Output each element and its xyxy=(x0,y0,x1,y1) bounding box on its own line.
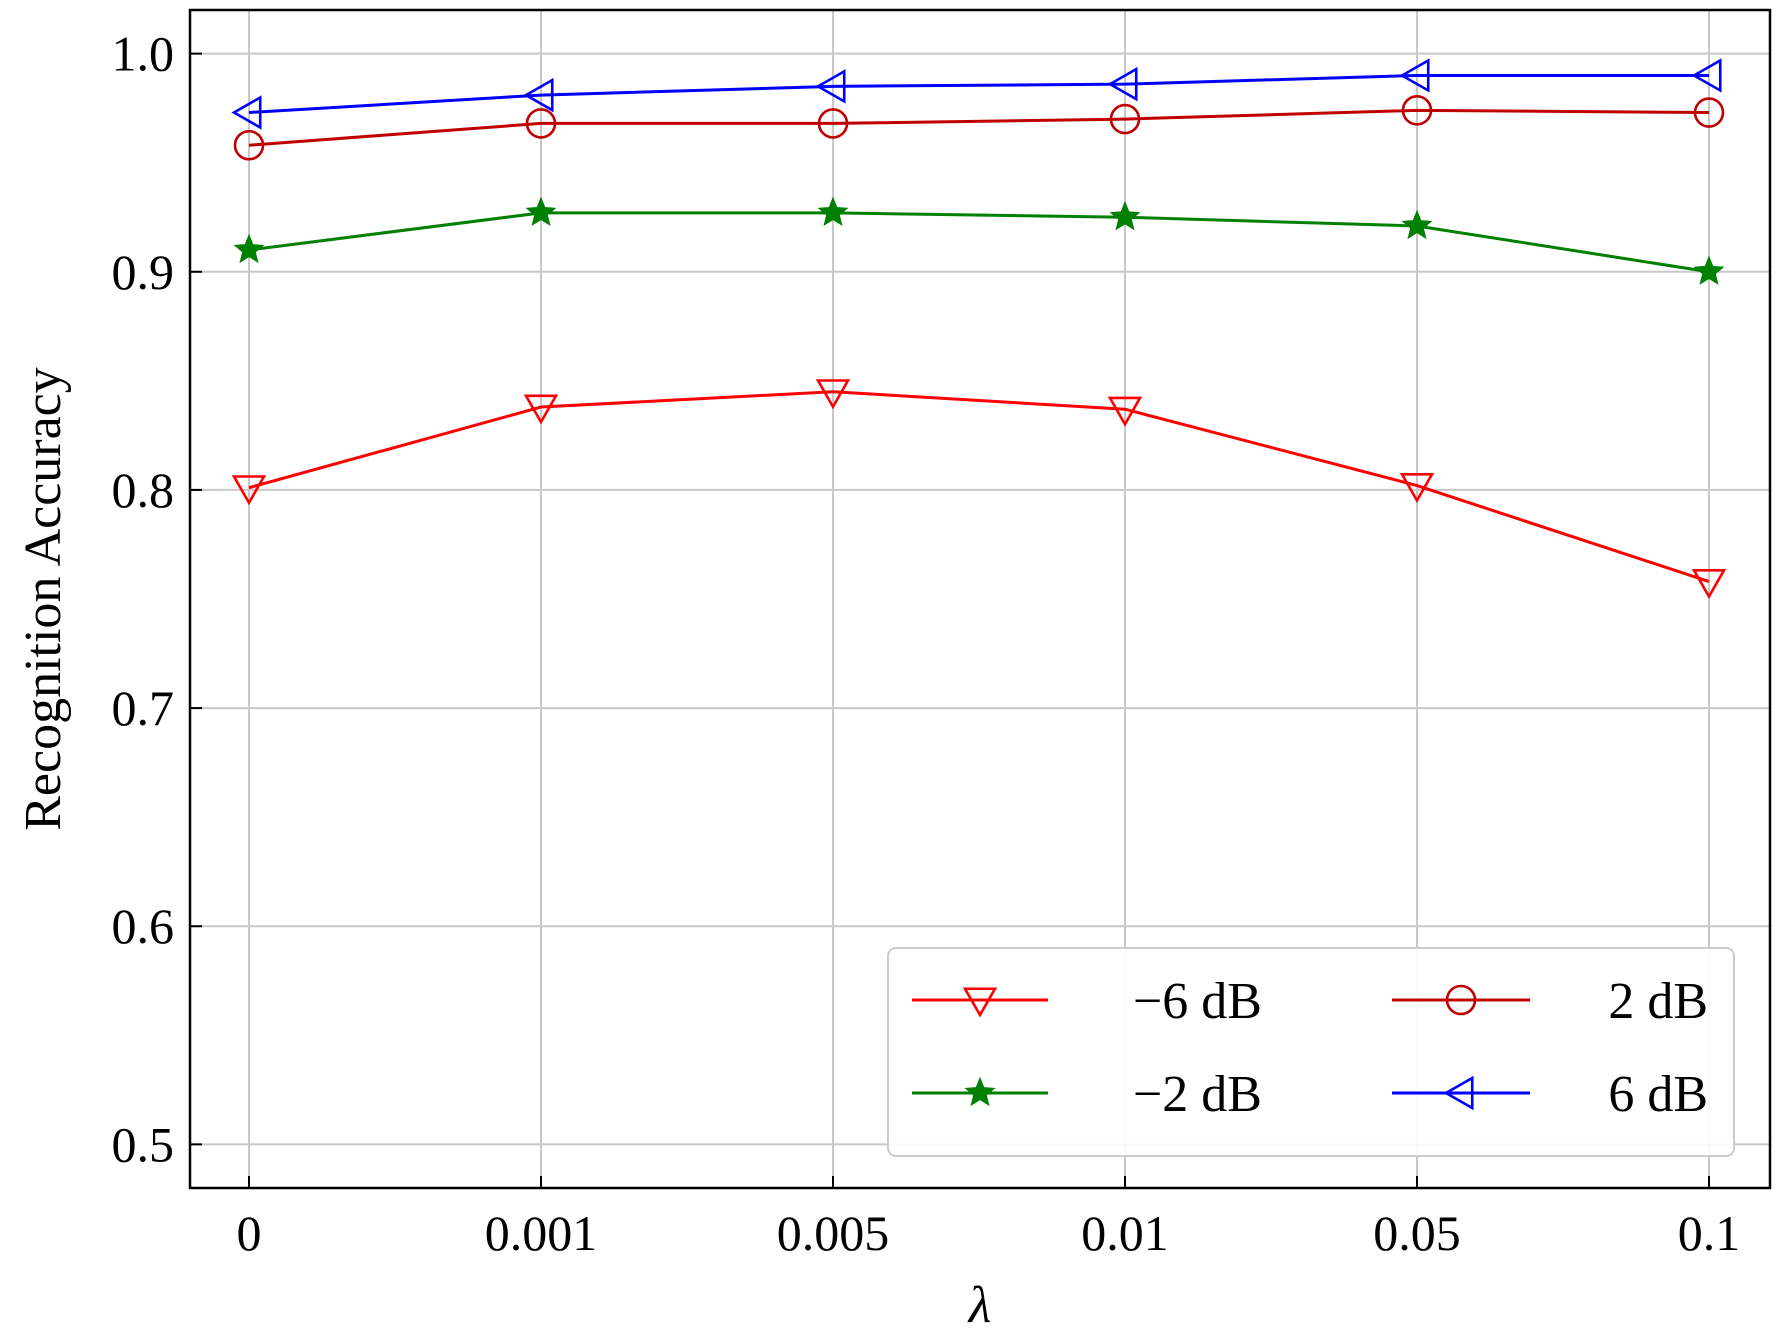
legend-label: 6 dB xyxy=(1608,1066,1708,1123)
x-tick-label: 0 xyxy=(237,1205,262,1261)
data-point xyxy=(1693,97,1725,128)
y-tick-label: 1.0 xyxy=(112,26,175,82)
data-point xyxy=(1107,396,1143,427)
series-line xyxy=(248,73,1709,115)
legend-entry: −6 dB xyxy=(912,973,1262,1030)
data-point xyxy=(1399,473,1435,504)
series-lines xyxy=(248,73,1710,583)
data-point xyxy=(815,379,851,410)
data-point xyxy=(231,95,262,130)
data-point xyxy=(1399,58,1430,93)
data-point xyxy=(1109,103,1141,135)
x-tick-label: 0.005 xyxy=(777,1205,890,1261)
legend-box xyxy=(887,947,1735,1157)
x-tick-label: 0.001 xyxy=(485,1205,598,1261)
data-point xyxy=(525,196,557,227)
axis-ticks xyxy=(190,52,1710,1188)
legend-label: 2 dB xyxy=(1608,973,1708,1030)
data-point xyxy=(523,77,554,113)
data-point xyxy=(1401,209,1433,240)
data-point xyxy=(962,987,998,1018)
legend-entry: −2 dB xyxy=(912,1066,1262,1123)
y-tick-label: 0.9 xyxy=(112,244,175,300)
series-line xyxy=(248,390,1710,583)
data-point xyxy=(523,394,559,425)
data-point xyxy=(1109,200,1141,231)
series-line xyxy=(248,211,1710,274)
data-point xyxy=(817,196,849,227)
x-tick-labels: 0 0.001 0.005 0.01 0.05 0.1 xyxy=(237,1205,1741,1261)
plot-frame xyxy=(188,8,1772,1190)
legend-label: −6 dB xyxy=(1133,973,1262,1030)
y-axis-title: Recognition Accuracy xyxy=(15,367,72,831)
data-point xyxy=(1401,95,1433,126)
x-tick-label: 0.01 xyxy=(1081,1205,1169,1261)
legend-entry: 2 dB xyxy=(1392,973,1708,1030)
data-point xyxy=(233,129,265,161)
legend-label: −2 dB xyxy=(1133,1066,1262,1123)
data-point xyxy=(1691,568,1727,600)
data-point xyxy=(1445,984,1477,1016)
legend: −6 dB 2 dB −2 dB 6 dB xyxy=(887,947,1735,1157)
y-tick-label: 0.6 xyxy=(112,898,175,954)
data-point xyxy=(1443,1075,1474,1111)
x-tick-label: 0.1 xyxy=(1678,1205,1741,1261)
y-tick-label: 0.8 xyxy=(112,462,175,518)
data-point xyxy=(815,69,846,104)
y-tick-labels: 0.5 0.6 0.7 0.8 0.9 1.0 xyxy=(112,26,175,1173)
data-point xyxy=(817,108,849,139)
y-tick-label: 0.5 xyxy=(112,1116,175,1172)
x-tick-label: 0.05 xyxy=(1373,1205,1461,1261)
x-axis-title: λ xyxy=(967,1277,992,1334)
data-point xyxy=(1107,66,1138,102)
legend-entry: 6 dB xyxy=(1392,1066,1708,1123)
series-markers xyxy=(231,58,1727,600)
y-tick-label: 0.7 xyxy=(112,680,175,736)
data-point xyxy=(1693,255,1725,285)
data-point xyxy=(525,108,557,139)
data-point xyxy=(233,233,265,264)
data-point xyxy=(1691,58,1722,93)
series-line xyxy=(248,108,1710,147)
data-point xyxy=(964,1076,996,1107)
data-point xyxy=(231,475,267,506)
